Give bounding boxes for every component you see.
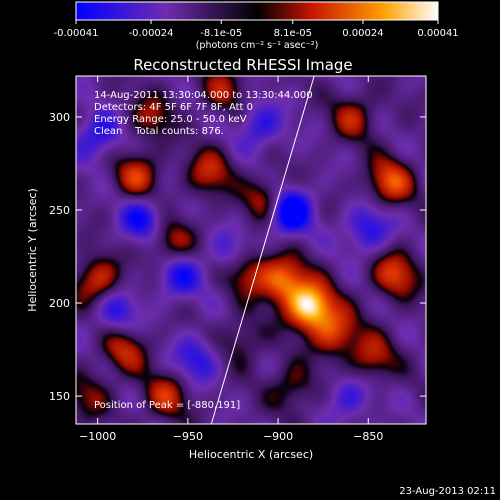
y-tick-label: 150 (49, 390, 70, 403)
y-tick-label: 250 (49, 204, 70, 217)
colorbar-units: (photons cm⁻² s⁻¹ asec⁻²) (196, 40, 319, 51)
y-tick-label: 200 (49, 297, 70, 310)
colorbar-tick-label: 0.00024 (342, 28, 383, 39)
x-tick-label: −900 (263, 430, 293, 443)
heatmap-canvas (76, 76, 426, 424)
plot-frame (75, 75, 427, 425)
x-tick-label: −1000 (79, 430, 116, 443)
colorbar-tick-label: -8.1e-05 (200, 28, 242, 39)
y-axis-label: Heliocentric Y (arcsec) (26, 188, 39, 312)
detectors-label: Detectors: 4F 5F 6F 7F 8F, Att 0 (94, 102, 253, 113)
colorbar-ticks: -0.00041 -0.00024 -8.1e-05 8.1e-05 0.00024 0.… (54, 20, 459, 39)
energy-range-label: Energy Range: 25.0 - 50.0 keV (94, 114, 247, 125)
colorbar-tick-label: -0.00024 (129, 28, 174, 39)
chart-title: Reconstructed RHESSI Image (133, 56, 352, 74)
peak-position-label: Position of Peak = [-880,191] (94, 400, 240, 411)
colorbar-tick-label: 8.1e-05 (274, 28, 312, 39)
x-axis-label: Heliocentric X (arcsec) (189, 448, 313, 461)
x-tick-label: −850 (353, 430, 383, 443)
axis-ticks: −1000 −950 −900 −850 150 200 250 300 (49, 76, 426, 443)
colorbar-tick-label: -0.00041 (54, 28, 99, 39)
algorithm-counts-label: Clean Total counts: 876. (94, 126, 224, 137)
colorbar (75, 1, 439, 21)
y-tick-label: 300 (49, 111, 70, 124)
colorbar-tick-label: 0.00041 (417, 28, 458, 39)
x-tick-label: −950 (173, 430, 203, 443)
time-range-label: 14-Aug-2011 13:30:04.000 to 13:30:44.000 (94, 90, 313, 101)
solar-limb-line (210, 75, 315, 425)
footer-timestamp: 23-Aug-2013 02:11 (399, 486, 496, 497)
image-panel (76, 76, 426, 424)
